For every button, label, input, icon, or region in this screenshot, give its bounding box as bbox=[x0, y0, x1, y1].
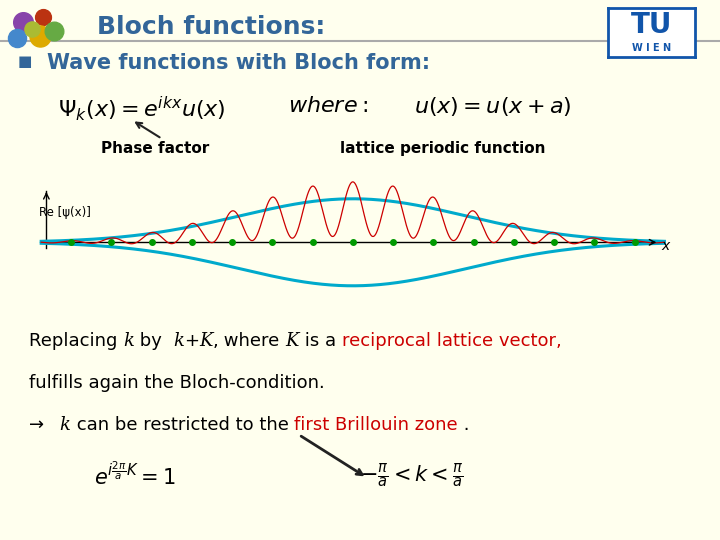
Text: where: where bbox=[218, 332, 285, 350]
Text: K: K bbox=[285, 332, 299, 350]
Text: ,: , bbox=[212, 332, 218, 350]
Text: $\Psi_k(x) = e^{ikx}u(x)$: $\Psi_k(x) = e^{ikx}u(x)$ bbox=[58, 94, 225, 123]
Text: is a: is a bbox=[299, 332, 342, 350]
Text: W I E N: W I E N bbox=[632, 43, 671, 53]
Point bbox=[37, 12, 49, 21]
Text: ■: ■ bbox=[18, 54, 32, 69]
Text: K: K bbox=[199, 332, 212, 350]
Point bbox=[34, 32, 45, 40]
Text: k: k bbox=[123, 332, 134, 350]
Text: $u(x) = u(x+a)$: $u(x) = u(x+a)$ bbox=[414, 94, 572, 118]
Text: x: x bbox=[662, 239, 670, 253]
Text: Wave functions with Bloch form:: Wave functions with Bloch form: bbox=[47, 53, 430, 73]
Text: Re [ψ(x)]: Re [ψ(x)] bbox=[39, 206, 91, 219]
Text: $where :$: $where :$ bbox=[288, 94, 368, 117]
Text: $-\frac{\pi}{a} < k < \frac{\pi}{a}$: $-\frac{\pi}{a} < k < \frac{\pi}{a}$ bbox=[360, 462, 464, 490]
Text: first Brillouin zone: first Brillouin zone bbox=[294, 416, 458, 434]
Text: →: → bbox=[29, 416, 44, 434]
Text: Bloch functions:: Bloch functions: bbox=[97, 15, 325, 39]
Text: .: . bbox=[458, 416, 469, 434]
Text: k: k bbox=[174, 332, 184, 350]
Text: +: + bbox=[184, 332, 199, 350]
Text: Phase factor: Phase factor bbox=[101, 141, 209, 157]
Point bbox=[48, 27, 60, 36]
Text: TU: TU bbox=[631, 11, 672, 39]
Text: reciprocal lattice vector,: reciprocal lattice vector, bbox=[342, 332, 562, 350]
Point bbox=[26, 24, 37, 33]
Text: fulfills again the Bloch-condition.: fulfills again the Bloch-condition. bbox=[29, 374, 325, 392]
Text: Replacing: Replacing bbox=[29, 332, 123, 350]
Text: lattice periodic function: lattice periodic function bbox=[340, 141, 546, 157]
Text: k: k bbox=[60, 416, 71, 434]
Point bbox=[17, 17, 29, 26]
Point bbox=[12, 34, 23, 43]
Text: can be restricted to the: can be restricted to the bbox=[71, 416, 294, 434]
Text: by: by bbox=[134, 332, 174, 350]
Text: $e^{i\frac{2\pi}{a}K} = 1$: $e^{i\frac{2\pi}{a}K} = 1$ bbox=[94, 462, 175, 489]
